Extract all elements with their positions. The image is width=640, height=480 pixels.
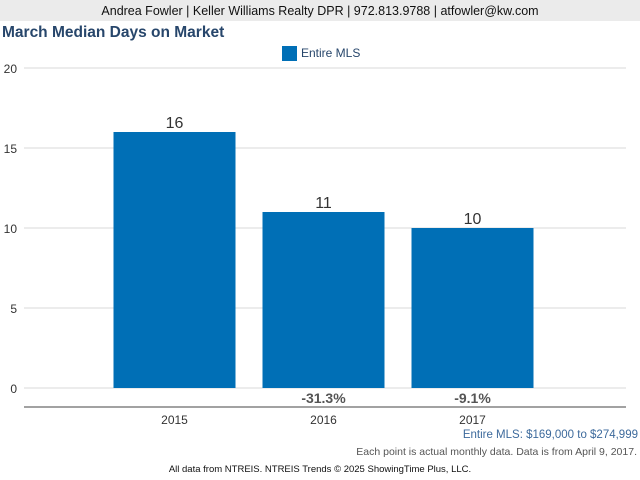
bar bbox=[262, 212, 385, 388]
bar-value-label: 10 bbox=[464, 211, 482, 228]
y-tick-label: 5 bbox=[10, 302, 17, 316]
bar bbox=[411, 228, 534, 388]
y-tick-label: 15 bbox=[4, 142, 18, 156]
bar-value-label: 16 bbox=[166, 115, 184, 132]
y-tick-label: 10 bbox=[4, 222, 18, 236]
x-tick-label: 2017 bbox=[459, 413, 486, 427]
percent-change-label: -31.3% bbox=[301, 390, 346, 406]
bar-value-label: 11 bbox=[315, 195, 332, 212]
percent-change-label: -9.1% bbox=[454, 390, 491, 406]
x-tick-label: 2016 bbox=[310, 413, 337, 427]
chart-title: March Median Days on Market bbox=[2, 24, 225, 41]
x-tick-label: 2015 bbox=[161, 413, 188, 427]
y-tick-label: 20 bbox=[4, 62, 18, 76]
legend-swatch bbox=[282, 45, 297, 61]
price-range-note: Entire MLS: $169,000 to $274,999 bbox=[462, 429, 638, 441]
chart-legend: Entire MLS bbox=[282, 45, 360, 61]
legend-label: Entire MLS bbox=[301, 46, 361, 60]
data-source-note: Each point is actual monthly data. Data … bbox=[356, 446, 637, 458]
agent-contact-header: Andrea Fowler | Keller Williams Realty D… bbox=[0, 0, 640, 21]
bar bbox=[113, 132, 236, 388]
footer-credit: All data from NTREIS. NTREIS Trends © 20… bbox=[168, 464, 472, 475]
y-tick-label: 0 bbox=[10, 382, 17, 396]
